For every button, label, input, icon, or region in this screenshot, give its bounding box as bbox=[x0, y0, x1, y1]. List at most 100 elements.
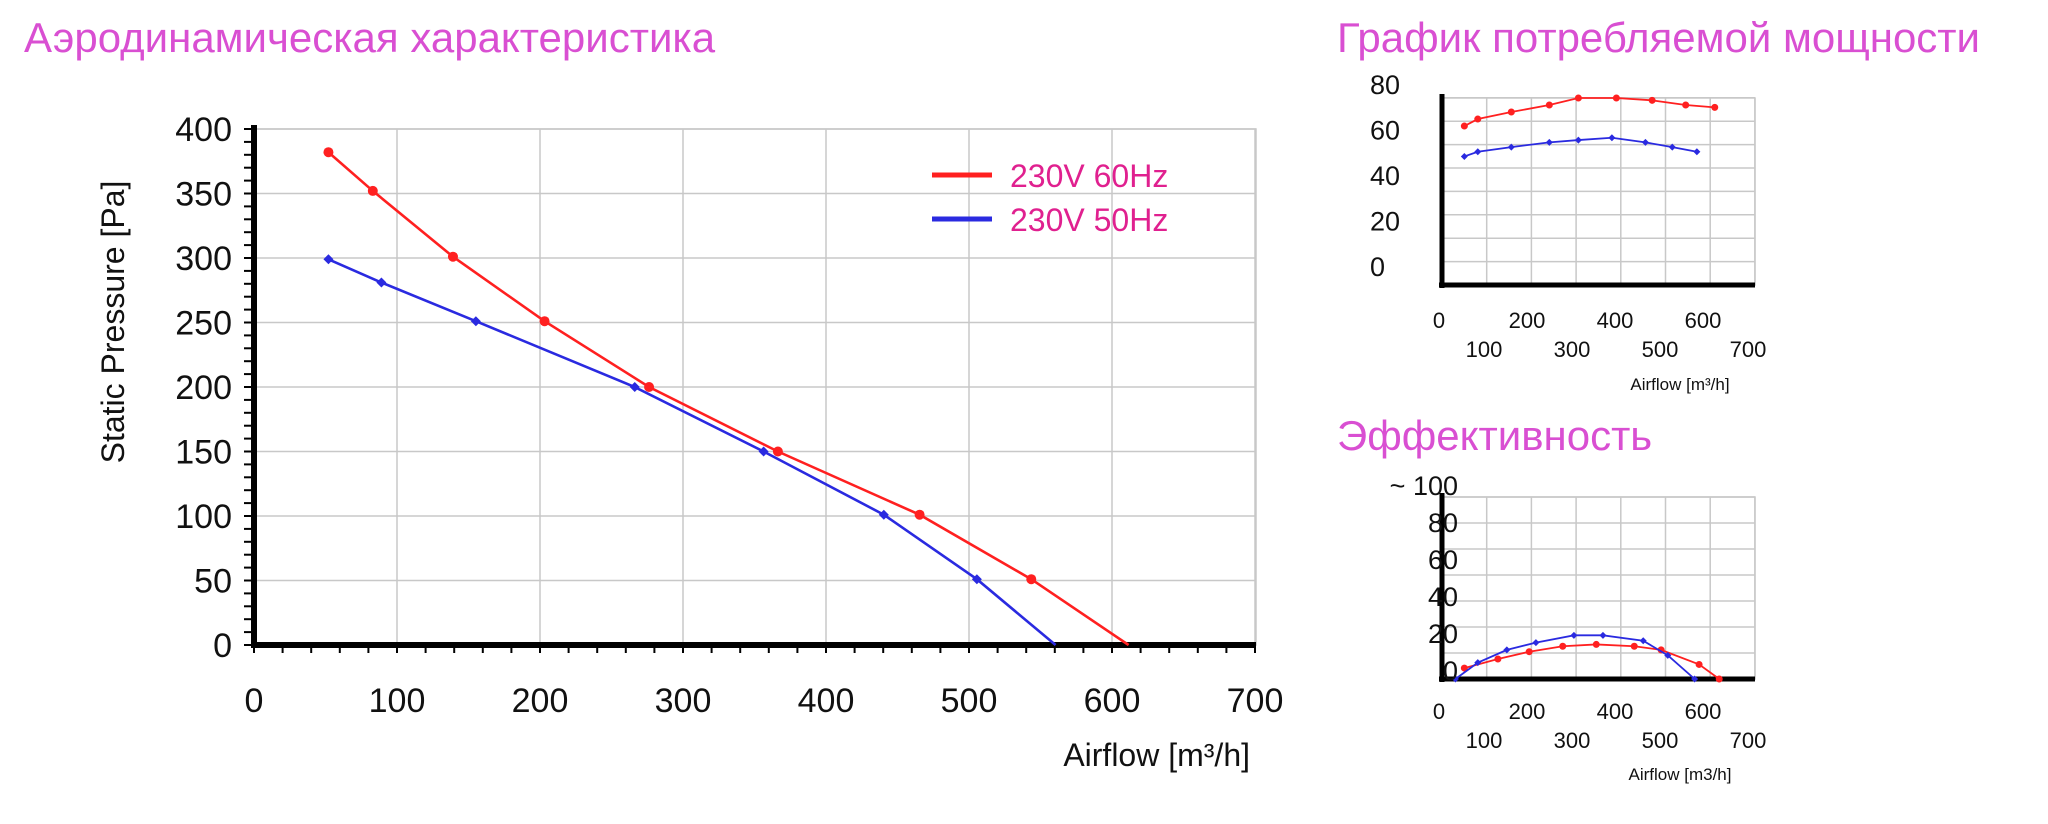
data-point bbox=[1451, 675, 1459, 683]
x-tick-label-lower: 100 bbox=[1466, 728, 1503, 753]
data-point bbox=[1695, 660, 1703, 668]
chart-2-group bbox=[1439, 493, 1756, 683]
y-tick-label: 0 bbox=[213, 627, 232, 665]
y-tick-label: 150 bbox=[175, 434, 232, 472]
efficiency-chart-title: Эффективность bbox=[1337, 412, 1653, 459]
chart-1-group bbox=[1439, 94, 1756, 288]
data-point bbox=[1507, 108, 1515, 116]
data-point bbox=[1641, 138, 1649, 146]
data-point bbox=[1682, 101, 1690, 109]
data-point bbox=[1026, 574, 1037, 585]
data-point bbox=[1599, 631, 1607, 639]
data-point bbox=[1474, 115, 1482, 123]
data-point bbox=[447, 251, 458, 262]
data-point bbox=[1532, 639, 1540, 647]
data-point bbox=[1545, 138, 1553, 146]
x-tick-label-upper: 600 bbox=[1685, 699, 1722, 724]
x-tick-label-lower: 300 bbox=[1554, 337, 1591, 362]
data-point bbox=[644, 382, 655, 392]
series-line-230V 50Hz bbox=[327, 258, 1057, 646]
data-point bbox=[1460, 664, 1468, 672]
data-point bbox=[1474, 148, 1482, 156]
y-tick-label: 200 bbox=[175, 369, 232, 407]
y-tick-label: ~ 100 bbox=[1390, 471, 1458, 501]
data-point bbox=[1711, 103, 1719, 111]
main-chart-title: Аэродинамическая характеристика bbox=[24, 14, 716, 61]
x-axis-label: Airflow [m³/h] bbox=[1630, 375, 1729, 394]
x-tick-label-lower: 700 bbox=[1730, 728, 1767, 753]
y-tick-label: 60 bbox=[1370, 116, 1400, 146]
data-point bbox=[758, 446, 769, 457]
data-point bbox=[1559, 642, 1567, 650]
data-point bbox=[1693, 148, 1701, 156]
y-axis-label: Static Pressure [Pa] bbox=[95, 181, 131, 464]
data-point bbox=[629, 382, 640, 392]
data-point bbox=[1525, 648, 1533, 656]
x-tick-label: 0 bbox=[245, 682, 264, 720]
data-point bbox=[1608, 134, 1616, 142]
x-tick-label-lower: 700 bbox=[1730, 337, 1767, 362]
chart-0-group bbox=[244, 125, 1257, 653]
y-tick-label: 350 bbox=[175, 176, 232, 214]
data-point bbox=[878, 509, 889, 520]
y-tick-label: 250 bbox=[175, 305, 232, 343]
data-point bbox=[539, 316, 550, 327]
x-tick-label-lower: 100 bbox=[1466, 337, 1503, 362]
x-tick-label-upper: 200 bbox=[1509, 699, 1546, 724]
x-tick-label-lower: 500 bbox=[1642, 337, 1679, 362]
data-point bbox=[1639, 637, 1647, 645]
data-point bbox=[1494, 655, 1502, 663]
data-point bbox=[1545, 101, 1553, 109]
data-point bbox=[1612, 94, 1620, 102]
data-point bbox=[323, 147, 334, 158]
x-tick-label: 200 bbox=[512, 682, 569, 720]
y-tick-label: 80 bbox=[1428, 508, 1458, 538]
y-tick-label: 60 bbox=[1428, 545, 1458, 575]
legend-label: 230V 60Hz bbox=[1010, 158, 1168, 194]
data-point bbox=[1460, 152, 1468, 160]
x-tick-label-upper: 0 bbox=[1433, 308, 1445, 333]
data-point bbox=[1574, 136, 1582, 144]
y-tick-label: 300 bbox=[175, 240, 232, 278]
data-point bbox=[1715, 675, 1723, 683]
x-axis-label: Airflow [m3/h] bbox=[1629, 765, 1732, 784]
data-point bbox=[1460, 122, 1468, 130]
x-tick-label-lower: 300 bbox=[1554, 728, 1591, 753]
x-tick-label-upper: 400 bbox=[1597, 308, 1634, 333]
x-tick-label-lower: 500 bbox=[1642, 728, 1679, 753]
x-tick-label-upper: 600 bbox=[1685, 308, 1722, 333]
y-tick-label: 20 bbox=[1370, 207, 1400, 237]
x-tick-label-upper: 400 bbox=[1597, 699, 1634, 724]
y-tick-label: 80 bbox=[1370, 70, 1400, 100]
data-point bbox=[323, 254, 334, 265]
plot-frame bbox=[1441, 496, 1756, 680]
data-point bbox=[1503, 646, 1511, 654]
y-tick-label: 100 bbox=[175, 498, 232, 536]
x-tick-label: 600 bbox=[1084, 682, 1141, 720]
x-tick-label: 500 bbox=[941, 682, 998, 720]
data-point bbox=[1574, 94, 1582, 102]
x-tick-label: 300 bbox=[655, 682, 712, 720]
data-point bbox=[1592, 640, 1600, 648]
series-line-series-0 bbox=[1464, 643, 1720, 680]
data-point bbox=[470, 316, 481, 327]
data-point bbox=[1668, 143, 1676, 151]
x-axis-label: Airflow [m³/h] bbox=[1063, 737, 1250, 773]
legend-label: 230V 50Hz bbox=[1010, 202, 1168, 238]
x-tick-label: 100 bbox=[369, 682, 426, 720]
data-point bbox=[1630, 642, 1638, 650]
data-point bbox=[1507, 143, 1515, 151]
y-tick-label: 20 bbox=[1428, 619, 1458, 649]
series-line-series-1 bbox=[1454, 634, 1696, 680]
y-tick-label: 50 bbox=[194, 563, 232, 601]
y-tick-label: 40 bbox=[1428, 582, 1458, 612]
data-point bbox=[1691, 675, 1699, 683]
x-tick-label-upper: 200 bbox=[1509, 308, 1546, 333]
data-point bbox=[1570, 631, 1578, 639]
data-point bbox=[914, 509, 925, 520]
x-tick-label-upper: 0 bbox=[1433, 699, 1445, 724]
power-chart-title: График потребляемой мощности bbox=[1337, 14, 1981, 61]
series-line-230V 60Hz bbox=[327, 151, 1130, 647]
y-tick-label: 0 bbox=[1370, 252, 1385, 282]
